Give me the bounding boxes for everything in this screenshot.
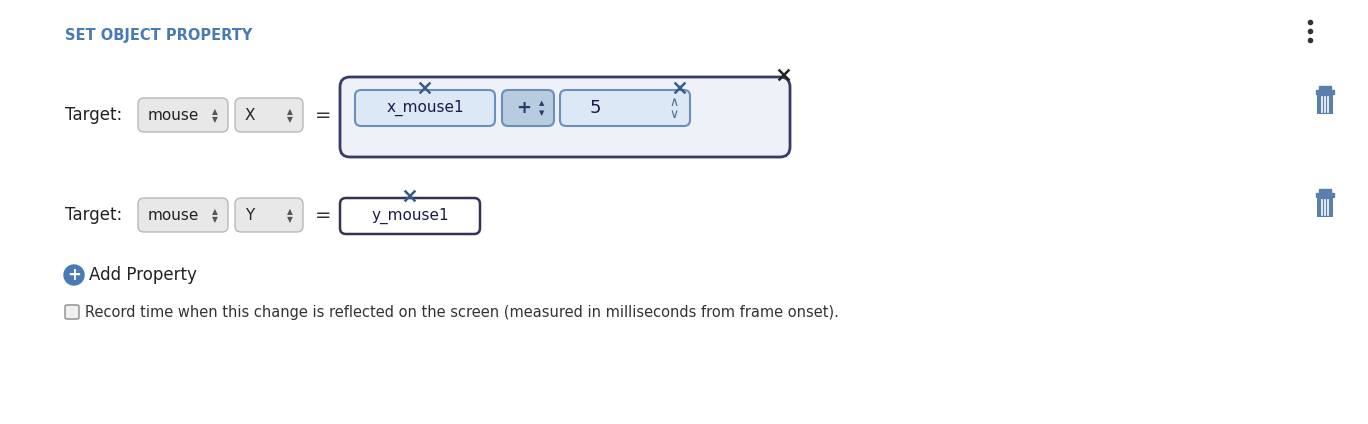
- Bar: [1317, 197, 1332, 217]
- FancyBboxPatch shape: [66, 305, 79, 319]
- Text: +: +: [516, 99, 531, 117]
- Bar: [1317, 94, 1332, 114]
- Bar: [1319, 189, 1331, 193]
- Text: ▲: ▲: [212, 108, 218, 117]
- Bar: [1316, 90, 1334, 94]
- Text: ▼: ▼: [287, 215, 293, 224]
- FancyBboxPatch shape: [235, 198, 302, 232]
- Text: ▲: ▲: [539, 100, 544, 106]
- Text: ▼: ▼: [212, 215, 218, 224]
- FancyBboxPatch shape: [341, 77, 789, 157]
- Text: Y: Y: [245, 207, 254, 223]
- FancyBboxPatch shape: [560, 90, 689, 126]
- Text: Add Property: Add Property: [89, 266, 197, 284]
- Text: y_mouse1: y_mouse1: [371, 208, 449, 224]
- Text: SET OBJECT PROPERTY: SET OBJECT PROPERTY: [66, 28, 252, 43]
- Text: ▼: ▼: [212, 115, 218, 125]
- Text: X: X: [245, 108, 256, 123]
- Text: 5: 5: [590, 99, 602, 117]
- Text: ▲: ▲: [212, 207, 218, 217]
- Text: ▼: ▼: [539, 110, 544, 116]
- FancyBboxPatch shape: [502, 90, 554, 126]
- Text: mouse: mouse: [148, 108, 200, 123]
- FancyBboxPatch shape: [341, 198, 480, 234]
- Text: Record time when this change is reflected on the screen (measured in millisecond: Record time when this change is reflecte…: [85, 304, 839, 320]
- Text: ∧: ∧: [669, 95, 679, 109]
- Text: Target:: Target:: [66, 206, 122, 224]
- Text: ▲: ▲: [287, 108, 293, 117]
- FancyBboxPatch shape: [356, 90, 495, 126]
- Text: x_mouse1: x_mouse1: [386, 100, 464, 116]
- Text: =: =: [315, 106, 331, 125]
- Bar: [1316, 193, 1334, 197]
- FancyBboxPatch shape: [138, 98, 228, 132]
- FancyBboxPatch shape: [138, 198, 228, 232]
- Text: Target:: Target:: [66, 106, 122, 124]
- Text: mouse: mouse: [148, 207, 200, 223]
- Text: =: =: [315, 206, 331, 224]
- Text: ∨: ∨: [669, 109, 679, 122]
- Text: ▼: ▼: [287, 115, 293, 125]
- Bar: [1319, 86, 1331, 90]
- Text: +: +: [67, 266, 81, 284]
- Text: ▲: ▲: [287, 207, 293, 217]
- Circle shape: [64, 265, 83, 285]
- FancyBboxPatch shape: [235, 98, 302, 132]
